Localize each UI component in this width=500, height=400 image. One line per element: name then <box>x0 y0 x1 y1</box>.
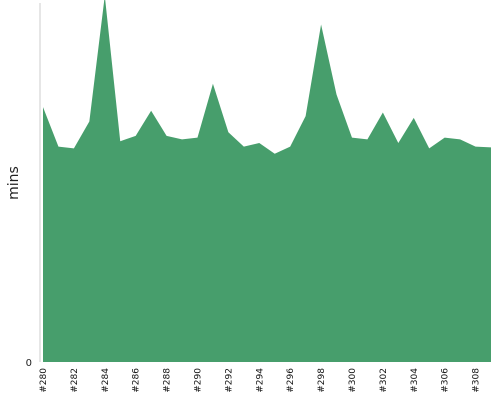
x-tick-label: #280 <box>39 368 49 393</box>
x-tick-label: #288 <box>163 368 173 393</box>
x-tick-label: #296 <box>286 368 296 393</box>
y-axis-label: mins <box>6 166 22 200</box>
x-tick-label: #302 <box>379 368 389 393</box>
x-tick-label: #292 <box>224 368 234 393</box>
x-axis-ticks: #280 #282 #284 #286 #288 #290 #292 #294 #296 #298… <box>39 368 482 393</box>
x-tick-label: #294 <box>255 368 265 393</box>
x-tick-label: #306 <box>441 368 451 393</box>
x-tick-label: #282 <box>70 368 80 393</box>
x-tick-label: #298 <box>317 368 327 393</box>
x-tick-label: #308 <box>472 368 482 393</box>
x-tick-label: #300 <box>348 368 358 393</box>
x-tick-label: #290 <box>194 368 204 393</box>
x-tick-label: #304 <box>410 368 420 393</box>
x-tick-label: #286 <box>132 368 142 393</box>
y-tick-label-0: 0 <box>26 358 32 369</box>
area-series <box>43 0 491 362</box>
x-tick-label: #284 <box>101 368 111 393</box>
plot-area <box>43 0 491 362</box>
